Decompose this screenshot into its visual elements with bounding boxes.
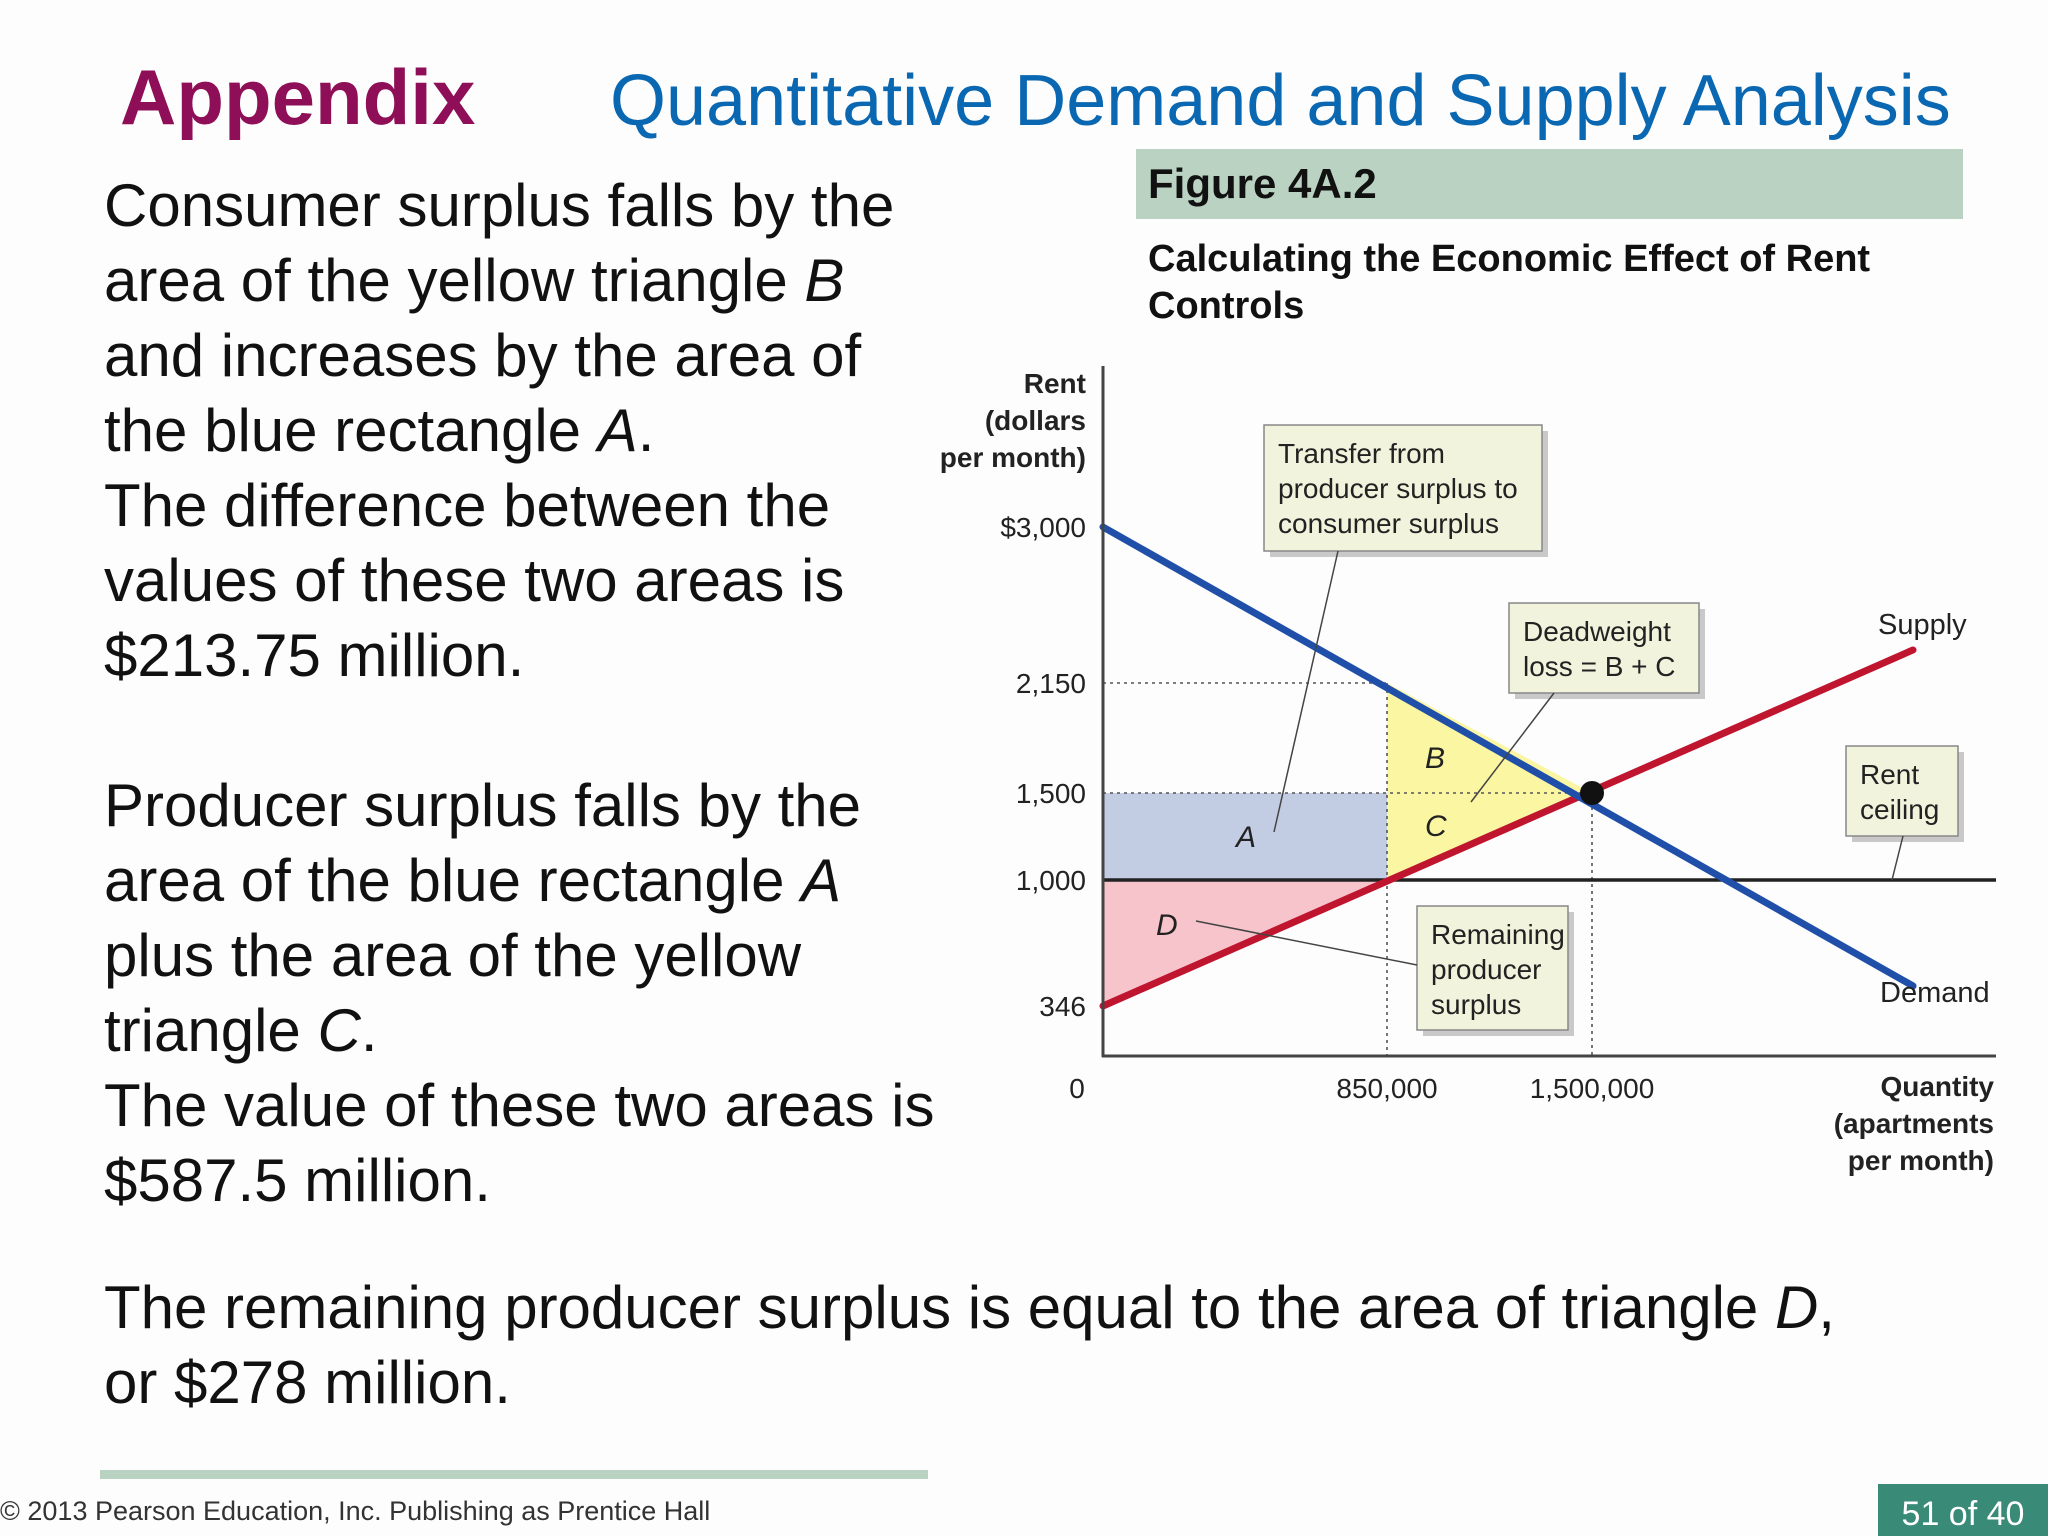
deadweight-callout-box [1508,602,1700,694]
y-axis-label: per month) [940,442,1086,473]
copyright-notice: © 2013 Pearson Education, Inc. Publishin… [0,1496,711,1526]
transfer-callout-text: Transfer from [1278,438,1445,469]
text-run-italic: A [597,397,638,464]
rent-ceiling-callout-text: Rent [1860,759,1919,790]
x-axis-label: per month) [1848,1145,1994,1176]
area-a-rect [1103,793,1387,880]
area-a-label: A [1234,821,1256,854]
figure-caption: Calculating the Economic Effect of Rent … [1148,238,1871,327]
rent-ceiling-callout-box [1845,745,1959,837]
footer-divider [100,1470,928,1479]
text-run-italic: B [804,247,845,314]
section-label: Appendix [120,53,476,141]
text-run: . [637,397,655,464]
figure-number: Figure 4A.2 [1148,160,1377,207]
transfer-callout-text: consumer surplus [1278,508,1499,539]
transfer-callout-text: producer surplus to [1278,473,1518,504]
area-b-label: B [1425,742,1445,775]
y-tick-label: $3,000 [1000,512,1086,543]
text-run-italic: C [317,997,361,1064]
area-c-label: C [1425,810,1447,843]
remaining-callout-text: Remaining [1431,919,1565,950]
text-run: Consumer surplus falls by the area of th… [104,172,895,314]
text-run-italic: A [801,847,842,914]
text-run: Producer surplus falls by the area of th… [104,772,862,914]
supply-line [1099,646,1917,1010]
transfer-callout-box [1263,424,1543,552]
remaining-callout-box [1416,905,1569,1031]
figure-header-bar [1136,149,1963,219]
deadweight-callout-text: Deadweight [1523,616,1671,647]
x-tick-label: 850,000 [1336,1073,1437,1104]
area-b-triangle [1387,683,1592,793]
x-tick-label: 1,500,000 [1530,1073,1655,1104]
y-tick-label: 1,500 [1016,778,1086,809]
page-number-badge: 51 of 40 [1878,1484,2048,1536]
y-tick-label: 2,150 [1016,668,1086,699]
equilibrium-point [1580,781,1604,805]
y-tick-label: 346 [1039,991,1086,1022]
slide-title: Quantitative Demand and Supply Analysis [610,61,1951,141]
y-axis-label: Rent [1024,368,1086,399]
x-axis-label: Quantity [1880,1071,1994,1102]
y-axis-label: (dollars [985,405,1086,436]
transfer-callout-leader [1273,550,1339,833]
supply-label: Supply [1878,609,1967,641]
deadweight-callout-text: loss = B + C [1523,651,1676,682]
rent-ceiling-callout-text: ceiling [1860,794,1939,825]
page-number: 51 of 40 [1901,1495,2025,1533]
deadweight-callout-leader [1470,692,1555,803]
area-d-label: D [1156,909,1178,942]
paragraph-producer-surplus: Producer surplus falls by the area of th… [104,768,944,1068]
text-run: . [360,997,378,1064]
demand-label: Demand [1880,977,1990,1009]
text-run-italic: D [1774,1274,1819,1341]
rent-ceiling-callout-leader [1891,835,1904,881]
paragraph-remaining-surplus: The remaining producer surplus is equal … [104,1270,1904,1420]
y-tick-label: 1,000 [1016,865,1086,896]
demand-line [1099,523,1917,990]
paragraph-value: The value of these two areas is $587.5 m… [104,1072,935,1214]
x-axis-label: (apartments [1834,1108,1994,1139]
remaining-callout-text: surplus [1431,989,1521,1020]
text-run: plus the area of the yellow triangle [104,922,802,1064]
text-run: and increases by the area of the blue re… [104,322,862,464]
paragraph-difference: The difference between the values of the… [104,472,845,689]
remaining-callout-leader [1195,920,1418,966]
remaining-callout-text: producer [1431,954,1542,985]
paragraph-consumer-surplus: Consumer surplus falls by the area of th… [104,168,944,468]
origin-label: 0 [1069,1073,1085,1104]
text-run: , or $278 million. [104,1274,1835,1416]
body-text: Consumer surplus falls by the area of th… [104,168,944,1218]
text-run: The remaining producer surplus is equal … [104,1274,1775,1341]
